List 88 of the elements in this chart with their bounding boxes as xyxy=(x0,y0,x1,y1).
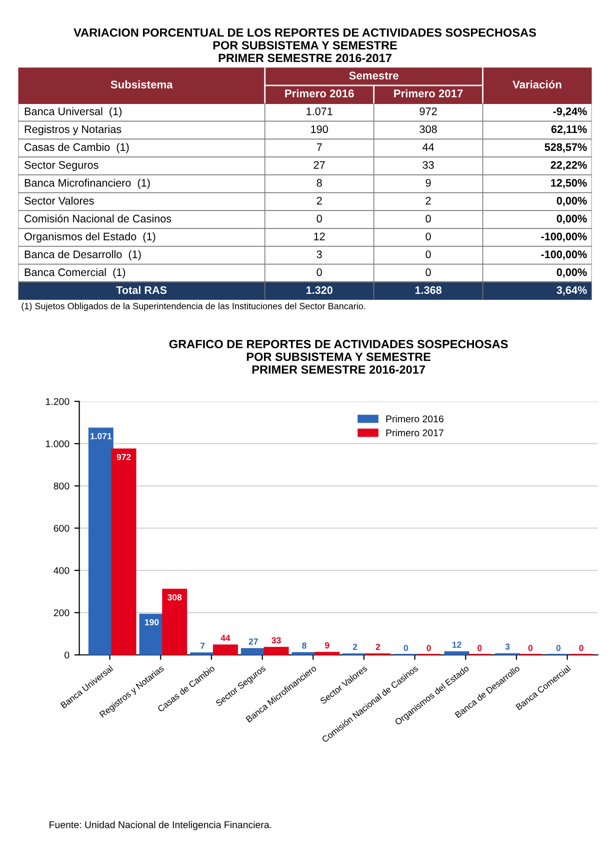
data-label: 1.071 xyxy=(306,108,332,116)
bar xyxy=(162,588,188,655)
category-label: Banca Microfinanciero (1) xyxy=(24,178,150,189)
y-tick-label: 600 xyxy=(54,524,70,532)
data-label: -9,24% xyxy=(553,108,587,117)
category-label: Total RAS xyxy=(116,286,167,294)
category-label: Sector Valores xyxy=(24,196,94,205)
data-label: 33 xyxy=(272,637,281,644)
data-label: 12 xyxy=(452,642,462,648)
data-label: 0 xyxy=(426,644,431,652)
text: Primero 2016 xyxy=(285,89,354,98)
legend-title: Semestre xyxy=(349,72,398,80)
data-label: 0 xyxy=(579,644,584,652)
text: Primero 2017 xyxy=(394,89,463,98)
data-label: 190 xyxy=(311,125,328,134)
data-label: 0 xyxy=(528,644,533,652)
data-label: 0 xyxy=(316,268,322,276)
data-label: 9 xyxy=(426,179,431,187)
y-tick-label: 1.000 xyxy=(46,440,70,448)
data-label: 972 xyxy=(420,108,437,116)
category-label: Organismos del Estado (1) xyxy=(24,232,156,242)
data-label: 9 xyxy=(324,642,330,648)
data-label: 44 xyxy=(220,634,230,641)
data-label: 7 xyxy=(200,642,205,649)
text: Subsistema xyxy=(110,80,173,88)
chart-title: GRAFICO DE REPORTES DE ACTIVIDADES SOSPECHOSAS POR SUBSISTEMA Y SEMESTRE PRIMER SEMESTRE 2016-2017 xyxy=(169,340,508,374)
data-label: 972 xyxy=(116,454,131,460)
data-label: 0 xyxy=(426,250,431,258)
data-label: 62,11% xyxy=(551,125,587,135)
data-label: 2 xyxy=(316,196,322,204)
category-label: Banca Universal (1) xyxy=(24,107,122,118)
y-tick-label: 200 xyxy=(54,609,70,616)
text: (1) Sujetos Obligados de la Superintendencia de las Instituciones del Sector Bancario. xyxy=(22,302,366,312)
data-label: -100,00% xyxy=(541,250,587,260)
data-label: 190 xyxy=(144,619,159,626)
data-label: 27 xyxy=(248,638,258,645)
data-label: 27 xyxy=(314,161,325,169)
data-label: 0,00% xyxy=(556,214,587,224)
data-label: -100,00% xyxy=(541,232,587,242)
category-label: Comisión Nacional de Casinos xyxy=(24,214,172,222)
data-label: 12,50% xyxy=(551,179,587,188)
data-label: 12 xyxy=(314,232,325,240)
category-label: Casas de Cambio (1) xyxy=(24,142,129,154)
bar xyxy=(111,448,136,655)
y-tick-label: 800 xyxy=(54,482,70,490)
data-label: 0 xyxy=(426,214,431,222)
bar xyxy=(240,648,266,655)
data-label: 44 xyxy=(422,143,434,151)
text: VARIACION PORCENTUAL DE LOS REPORTES DE ACTIVIDADES SOSPECHOSAS POR SUBSISTEMA Y SEMESTRE PRIMER SEMESTRE 2016-2017 xyxy=(74,28,536,62)
data-label: 3 xyxy=(505,644,510,650)
data-label: 528,57% xyxy=(544,143,587,153)
data-label: 3 xyxy=(316,250,322,258)
data-label: 308 xyxy=(168,594,182,600)
category-label: Banca de Desarrollo (1) xyxy=(24,250,141,260)
bar xyxy=(212,644,238,655)
data-label: 3,64% xyxy=(556,286,587,296)
data-label: 0 xyxy=(426,232,431,240)
category-label: Registros y Notarias xyxy=(24,125,122,136)
source-note: Fuente: Unidad Nacional de Inteligencia Financiera. xyxy=(50,821,272,830)
data-label: 0,00% xyxy=(556,268,587,278)
data-label: 1.320 xyxy=(306,286,332,294)
legend-label: Primero 2016 xyxy=(386,415,444,422)
data-label: 2 xyxy=(376,644,380,650)
data-label: 22,22% xyxy=(550,161,587,170)
data-label: 33 xyxy=(422,161,434,169)
data-label: 8 xyxy=(302,642,306,649)
data-label: 0 xyxy=(478,644,482,652)
data-label: 7 xyxy=(316,143,322,151)
data-label: 0 xyxy=(404,644,408,652)
legend-label: Primero 2017 xyxy=(386,429,444,436)
bar xyxy=(88,428,114,655)
category-label: Sector Seguros xyxy=(24,161,98,171)
data-label: 2 xyxy=(426,196,431,204)
y-tick-label: 1.200 xyxy=(46,398,70,405)
text: Variación xyxy=(512,80,562,88)
data-label: 1.368 xyxy=(415,286,442,294)
data-label: 0 xyxy=(556,644,560,652)
y-tick-label: 400 xyxy=(54,567,70,574)
data-label: 0,00% xyxy=(556,196,587,206)
data-label: 0 xyxy=(426,268,431,276)
category-label: Banca Comercial (1) xyxy=(24,268,126,278)
data-label: 2 xyxy=(352,644,358,650)
bar xyxy=(264,646,289,655)
data-label: 1.071 xyxy=(90,433,112,440)
data-label: 8 xyxy=(316,179,322,187)
y-tick-label: 0 xyxy=(64,652,70,658)
data-label: 0 xyxy=(316,214,322,222)
data-label: 308 xyxy=(420,125,437,134)
